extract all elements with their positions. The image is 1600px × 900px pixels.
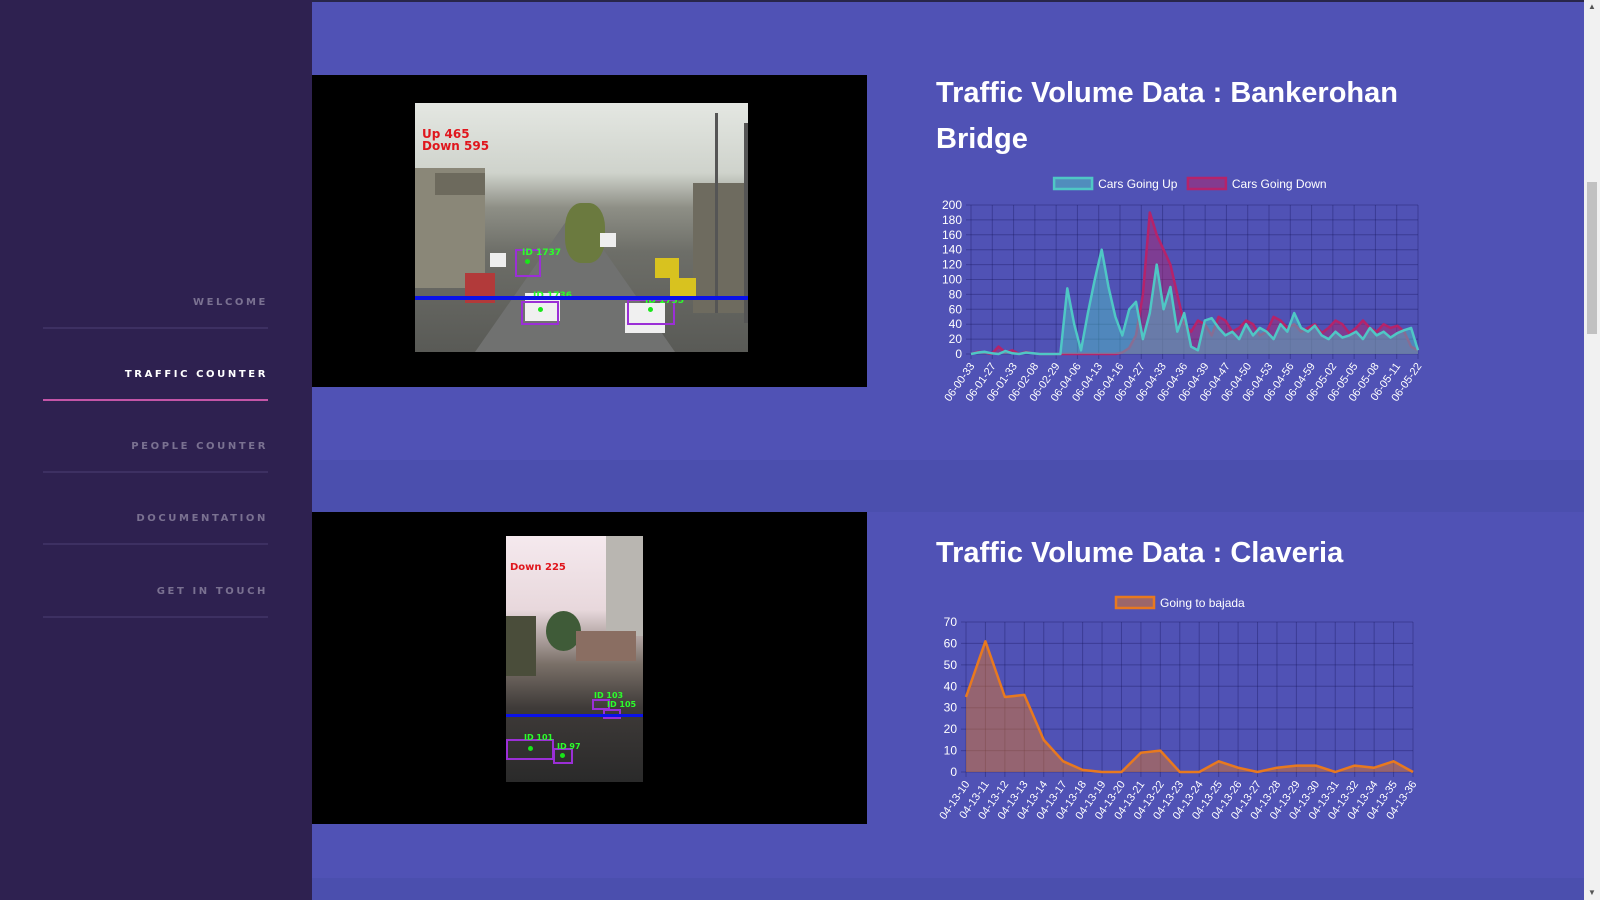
series-area	[971, 249, 1418, 354]
nav-item-documentation[interactable]: DOCUMENTATION	[43, 513, 268, 545]
nav-item-label: PEOPLE COUNTER	[131, 441, 268, 452]
traffic-chart: Going to bajada01020304050607004-13-1004…	[937, 595, 1419, 822]
y-tick-label: 70	[944, 615, 958, 629]
chart-title: Traffic Volume Data : Claveria	[936, 537, 1344, 569]
series-line	[970, 248, 1420, 356]
y-tick-label: 60	[949, 302, 963, 316]
detection-box	[515, 249, 541, 277]
nav-item-welcome[interactable]: WELCOME	[43, 297, 268, 329]
y-tick-label: 200	[942, 198, 962, 212]
nav-item-people-counter[interactable]: PEOPLE COUNTER	[43, 441, 268, 473]
video-frame: Up 465 Down 595 ID 1737 ID 1736 ID 1735	[415, 103, 748, 352]
video-frame: Down 225 ID 103 ID 105 ID 101 ID 97	[506, 536, 643, 782]
y-tick-label: 0	[955, 347, 962, 361]
nav-item-label: GET IN TOUCH	[156, 586, 268, 597]
nav-item-traffic-counter[interactable]: TRAFFIC COUNTER	[43, 369, 268, 401]
count-down-label: Down 225	[510, 562, 566, 573]
scroll-up-icon[interactable]: ▲	[1588, 2, 1596, 11]
top-border	[312, 0, 1584, 2]
sidebar: WELCOME TRAFFIC COUNTER PEOPLE COUNTER D…	[0, 0, 312, 900]
detection-box	[592, 699, 610, 710]
section-divider	[312, 460, 1584, 512]
nav-item-label: DOCUMENTATION	[136, 513, 268, 524]
scroll-thumb[interactable]	[1587, 182, 1597, 334]
y-tick-label: 80	[949, 287, 963, 301]
nav-item-label: TRAFFIC COUNTER	[124, 369, 268, 380]
legend-label: Going to bajada	[1160, 596, 1245, 610]
section-divider	[312, 878, 1584, 900]
detection-id: ID 105	[607, 700, 637, 709]
chart-grid	[961, 621, 1414, 777]
chart-claveria: Going to bajada 0 10 20 30 40 50 60 70 04-13-10 04…	[936, 594, 1436, 844]
count-line	[415, 296, 748, 300]
count-line	[506, 714, 643, 717]
nav-item-get-in-touch[interactable]: GET IN TOUCH	[43, 586, 268, 618]
series-area	[966, 641, 1413, 772]
detection-id: ID 97	[557, 742, 581, 751]
detection-box	[521, 301, 559, 325]
detection-id: ID 1737	[522, 248, 562, 258]
chart-legend: Going to bajada	[1114, 595, 1245, 610]
y-tick-label: 40	[944, 679, 958, 693]
chart-title: Traffic Volume Data : Bankerohan Bridge	[936, 77, 1398, 155]
detection-id: ID 1735	[645, 296, 685, 306]
video-panel[interactable]: Up 465 Down 595 ID 1737 ID 1736 ID 1735	[312, 75, 867, 387]
page-scrollbar[interactable]: ▲ ▼	[1584, 0, 1600, 900]
chart-grid	[966, 204, 1419, 359]
main-content: Up 465 Down 595 ID 1737 ID 1736 ID 1735 …	[312, 0, 1584, 900]
y-tick-label: 160	[942, 228, 962, 242]
series-line	[964, 640, 1414, 774]
legend-label: Cars Going Up	[1098, 177, 1178, 191]
legend-swatch[interactable]	[1114, 595, 1156, 610]
y-tick-label: 20	[944, 722, 958, 736]
chart-bankerohan: Cars Going Up Cars Going Down 0 20 40 60 80 100…	[936, 175, 1436, 430]
series-area	[971, 212, 1418, 354]
y-tick-label: 180	[942, 213, 962, 227]
detection-box	[627, 299, 675, 325]
nav-item-label: WELCOME	[192, 297, 268, 308]
count-up-label: Up 465	[422, 127, 470, 141]
y-tick-label: 60	[944, 636, 958, 650]
y-tick-label: 0	[950, 765, 957, 779]
y-tick-label: 100	[942, 273, 962, 287]
y-tick-label: 40	[949, 317, 963, 331]
y-tick-label: 20	[949, 332, 963, 346]
legend-swatch[interactable]	[1052, 176, 1094, 191]
scroll-down-icon[interactable]: ▼	[1588, 888, 1596, 897]
section-bankerohan: Up 465 Down 595 ID 1737 ID 1736 ID 1735 …	[312, 2, 1584, 460]
y-tick-label: 50	[944, 658, 958, 672]
legend-label: Cars Going Down	[1232, 177, 1327, 191]
y-tick-label: 120	[942, 258, 962, 272]
section-claveria: Down 225 ID 103 ID 105 ID 101 ID 97 Traf…	[312, 512, 1584, 878]
count-down-label: Down 595	[422, 139, 490, 153]
detection-id: ID 103	[594, 691, 624, 700]
y-tick-label: 140	[942, 243, 962, 257]
detection-box	[553, 748, 573, 764]
chart-legend: Cars Going Up Cars Going Down	[1052, 176, 1327, 191]
video-panel[interactable]: Down 225 ID 103 ID 105 ID 101 ID 97	[312, 512, 867, 824]
legend-swatch[interactable]	[1186, 176, 1228, 191]
y-tick-label: 30	[944, 701, 958, 715]
traffic-chart: Cars Going Up Cars Going Down 020406080100…	[942, 176, 1424, 404]
y-tick-label: 10	[944, 744, 958, 758]
detection-id: ID 101	[524, 733, 554, 742]
